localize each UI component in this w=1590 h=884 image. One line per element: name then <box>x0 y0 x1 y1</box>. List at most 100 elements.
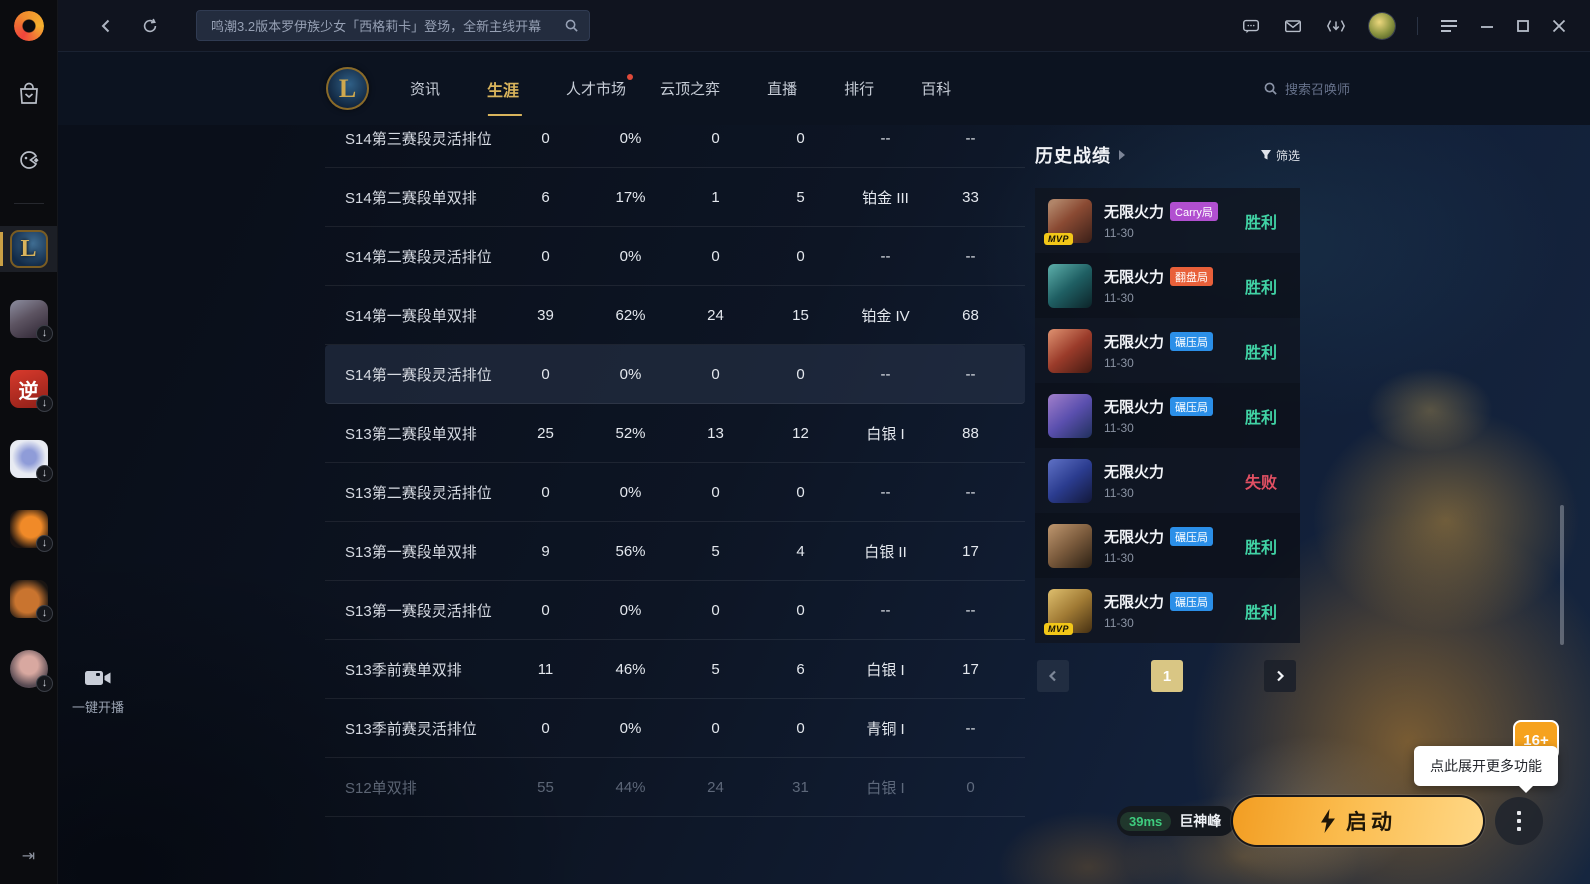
sidebar-game[interactable]: ↓ <box>0 576 57 622</box>
window-topbar: 鸣潮3.2版本罗伊族少女「西格莉卡」登场，全新主线开幕 <box>58 0 1590 52</box>
broadcast-label: 一键开播 <box>71 700 124 715</box>
season-points: -- <box>965 365 976 383</box>
notification-dot <box>627 74 634 80</box>
season-points: 17 <box>962 660 979 678</box>
close-icon[interactable] <box>1552 19 1566 33</box>
chevron-right-icon[interactable] <box>1119 150 1125 160</box>
season-table-row[interactable]: S14第二赛段灵活排位 0 0% 0 0 -- -- <box>325 227 1025 286</box>
season-table-row[interactable]: S13季前赛灵活排位 0 0% 0 0 青铜 I -- <box>325 699 1025 758</box>
nav-tab[interactable]: 生涯 <box>487 52 532 125</box>
chat-icon[interactable] <box>1241 16 1261 36</box>
sidebar-game[interactable]: ↓ <box>0 436 57 482</box>
season-name: S14第三赛段灵活排位 <box>345 130 492 148</box>
season-games: 0 <box>541 365 550 383</box>
match-row[interactable]: 无限火力 碾压局 11-30 胜利 <box>1035 383 1300 448</box>
season-games: 0 <box>541 483 550 501</box>
season-table-row[interactable]: S12单双排 55 44% 24 31 白银 I 0 <box>325 758 1025 817</box>
match-list: MVP 无限火力 Carry局 11-30 胜利 <box>1035 188 1300 643</box>
season-games: 11 <box>537 660 554 678</box>
nav-tab[interactable]: 直播 <box>767 81 798 98</box>
history-title: 历史战绩 <box>1035 146 1111 166</box>
one-key-broadcast-button[interactable]: 一键开播 <box>58 667 138 716</box>
sidebar-game[interactable]: ↓ <box>0 296 57 342</box>
match-row[interactable]: 无限火力 碾压局 11-30 胜利 <box>1035 318 1300 383</box>
sidebar-game[interactable]: ↓ <box>0 646 57 692</box>
vertical-scrollbar[interactable] <box>1560 505 1564 645</box>
season-points: 0 <box>966 778 975 796</box>
season-table-row[interactable]: S13第一赛段灵活排位 0 0% 0 0 -- -- <box>325 581 1025 640</box>
sidebar-game[interactable]: 逆 ↓ <box>0 366 57 412</box>
expand-sidebar-icon[interactable]: ⇥ <box>21 848 36 865</box>
store-icon[interactable] <box>16 81 42 107</box>
season-rank: 铂金 IV <box>861 307 910 325</box>
maximize-icon[interactable] <box>1516 19 1530 33</box>
season-games: 55 <box>537 778 554 796</box>
season-name: S13季前赛灵活排位 <box>345 720 477 738</box>
match-result: 胜利 <box>1244 539 1277 557</box>
season-rank: -- <box>880 365 891 383</box>
ping-value: 39ms <box>1120 811 1172 831</box>
launch-game-button[interactable]: 启动 <box>1233 797 1483 845</box>
user-avatar[interactable] <box>1369 12 1395 39</box>
lol-logo-icon[interactable]: L <box>326 67 369 110</box>
season-table-row[interactable]: S13第二赛段单双排 25 52% 13 12 白银 I 88 <box>325 404 1025 463</box>
page-number[interactable]: 1 <box>1151 660 1183 692</box>
match-date: 11-30 <box>1104 616 1134 630</box>
mail-icon[interactable] <box>1283 16 1303 36</box>
season-losses: 12 <box>792 424 809 442</box>
refresh-icon[interactable] <box>136 12 164 40</box>
season-name: S14第二赛段单双排 <box>345 189 477 207</box>
minimize-icon[interactable] <box>1480 19 1494 33</box>
match-row[interactable]: MVP 无限火力 碾压局 11-30 胜利 <box>1035 578 1300 643</box>
season-table-row[interactable]: S14第一赛段灵活排位 0 0% 0 0 -- -- <box>325 345 1025 404</box>
match-row[interactable]: 无限火力 11-30 失败 <box>1035 448 1300 513</box>
filter-icon <box>1260 150 1271 160</box>
season-losses: 15 <box>792 306 809 324</box>
next-page-button[interactable] <box>1264 660 1296 692</box>
menu-icon[interactable] <box>1440 18 1458 34</box>
back-icon[interactable] <box>92 12 120 40</box>
nav-tab[interactable]: 人才市场 <box>566 52 634 125</box>
season-rank: 白银 I <box>866 661 905 679</box>
game-icon: 逆 <box>9 370 48 408</box>
season-points: -- <box>965 719 976 737</box>
mvp-badge: MVP <box>1044 232 1074 245</box>
season-losses: 31 <box>792 778 809 796</box>
season-table-row[interactable]: S13第一赛段单双排 9 56% 5 4 白银 II 17 <box>325 522 1025 581</box>
season-wins: 5 <box>711 660 720 678</box>
game-nav-bar: L 资讯 生涯 人才市场 <box>58 52 1590 125</box>
season-name: S13季前赛单双排 <box>345 661 462 679</box>
search-icon <box>1264 82 1277 95</box>
season-points: 88 <box>962 424 979 442</box>
nav-tab[interactable]: 百科 <box>921 81 952 98</box>
download-manager-icon[interactable] <box>1325 16 1347 36</box>
season-table-row[interactable]: S14第二赛段单双排 6 17% 1 5 铂金 III 33 <box>325 168 1025 227</box>
summoner-search[interactable]: 搜索召唤师 <box>1263 52 1350 125</box>
season-losses: 0 <box>796 129 805 147</box>
more-options-button[interactable] <box>1495 797 1543 845</box>
search-bar-text: 鸣潮3.2版本罗伊族少女「西格莉卡」登场，全新主线开幕 <box>211 19 542 34</box>
season-table-row[interactable]: S13第二赛段灵活排位 0 0% 0 0 -- -- <box>325 463 1025 522</box>
match-mode: 无限火力 <box>1104 204 1165 221</box>
sidebar-game[interactable]: L ↓ <box>0 226 57 272</box>
match-mode: 无限火力 <box>1104 399 1165 416</box>
match-row[interactable]: MVP 无限火力 Carry局 11-30 胜利 <box>1035 188 1300 253</box>
sidebar-game[interactable]: ↓ <box>0 506 57 552</box>
season-points: 68 <box>962 306 979 324</box>
champion-avatar <box>1048 458 1092 503</box>
games-library-icon[interactable] <box>16 147 42 173</box>
filter-button[interactable]: 筛选 <box>1260 147 1300 164</box>
match-row[interactable]: 无限火力 翻盘局 11-30 胜利 <box>1035 253 1300 318</box>
nav-tab[interactable]: 云顶之弈 <box>660 81 721 98</box>
match-date: 11-30 <box>1104 421 1134 435</box>
wegame-logo-icon[interactable] <box>13 11 44 41</box>
season-table-row[interactable]: S14第三赛段灵活排位 0 0% 0 0 -- -- <box>325 109 1025 168</box>
nav-tab[interactable]: 排行 <box>844 81 875 98</box>
season-games: 0 <box>541 601 550 619</box>
season-table-row[interactable]: S13季前赛单双排 11 46% 5 6 白银 I 17 <box>325 640 1025 699</box>
browser-search-bar[interactable]: 鸣潮3.2版本罗伊族少女「西格莉卡」登场，全新主线开幕 <box>196 10 590 41</box>
match-row[interactable]: 无限火力 碾压局 11-30 胜利 <box>1035 513 1300 578</box>
season-table-row[interactable]: S14第一赛段单双排 39 62% 24 15 铂金 IV 68 <box>325 286 1025 345</box>
prev-page-button[interactable] <box>1037 660 1069 692</box>
nav-tab[interactable]: 资讯 <box>410 81 441 98</box>
